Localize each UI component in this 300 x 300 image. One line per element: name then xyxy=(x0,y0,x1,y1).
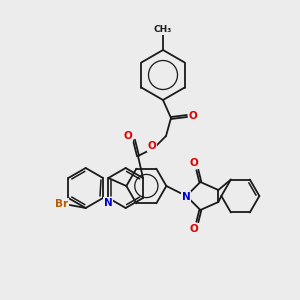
Text: Br: Br xyxy=(55,199,68,209)
Text: O: O xyxy=(148,141,156,151)
Text: O: O xyxy=(124,131,132,141)
Text: O: O xyxy=(190,158,199,168)
Text: CH₃: CH₃ xyxy=(154,26,172,34)
Text: O: O xyxy=(190,224,199,234)
Text: N: N xyxy=(182,192,191,202)
Text: O: O xyxy=(189,111,197,121)
Text: N: N xyxy=(104,198,113,208)
